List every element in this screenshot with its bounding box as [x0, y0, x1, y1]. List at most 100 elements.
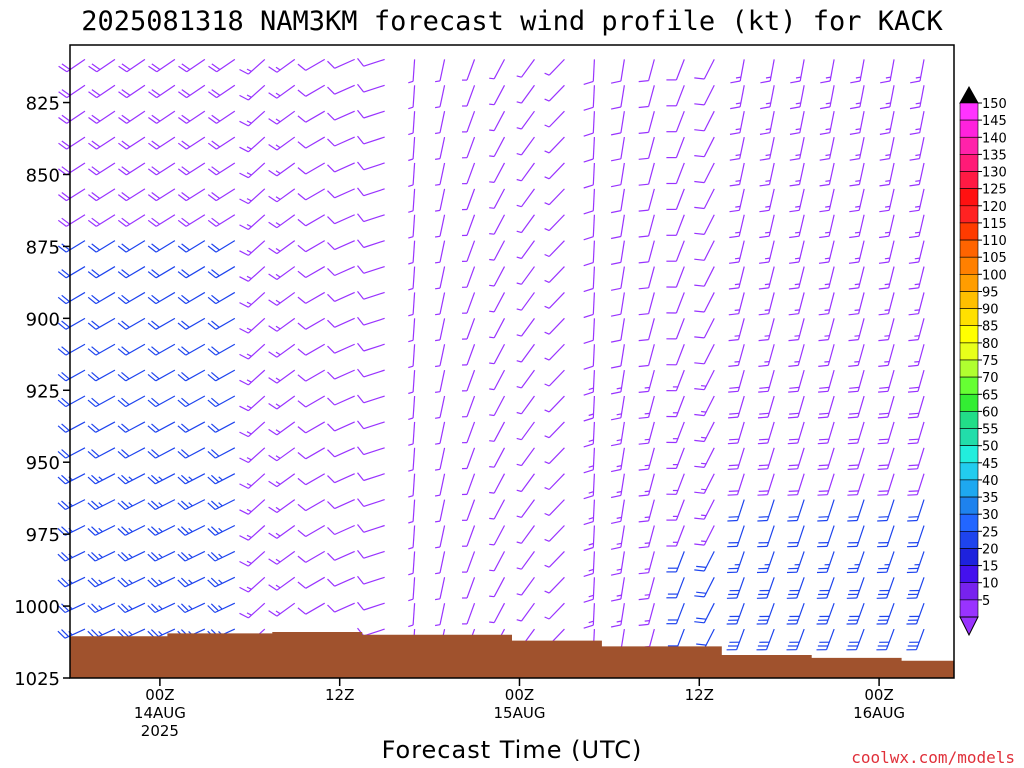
- wind-barb-staff: [94, 602, 116, 614]
- wind-barb-staff: [466, 59, 476, 81]
- colorbar-label: 10: [982, 577, 999, 592]
- wind-barb-flag: [61, 577, 70, 586]
- wind-barb-staff: [703, 214, 715, 235]
- wind-barb-flag: [177, 271, 187, 279]
- wind-barb-staff: [827, 421, 835, 444]
- wind-barb-staff: [917, 421, 925, 444]
- colorbar-swatch: [959, 393, 979, 412]
- wind-barb-flag: [151, 166, 161, 174]
- wind-barb-half-flag: [408, 262, 414, 265]
- wind-barb-staff: [769, 136, 775, 159]
- wind-barb: [489, 214, 506, 235]
- wind-barb-flag: [879, 132, 890, 135]
- wind-barb: [461, 318, 476, 340]
- wind-barb-flag: [91, 269, 100, 277]
- wind-barb-flag: [57, 296, 67, 305]
- wind-barb-staff: [247, 369, 266, 386]
- wind-barb-flag: [638, 80, 649, 83]
- wind-barb-staff: [592, 395, 596, 419]
- wind-barb-staff: [66, 188, 86, 202]
- wind-barb-flag: [727, 494, 738, 496]
- wind-barb-staff: [126, 162, 146, 176]
- wind-barb-flag: [207, 450, 216, 459]
- wind-barb: [638, 85, 655, 109]
- wind-barb-flag: [789, 235, 800, 239]
- wind-barb: [408, 318, 416, 343]
- wind-barb: [327, 188, 355, 199]
- wind-barb-flag: [211, 423, 220, 431]
- wind-barb-flag: [788, 390, 799, 393]
- wind-barb-flag: [211, 63, 221, 71]
- wind-barb-flag: [91, 474, 100, 483]
- wind-barb-flag: [268, 118, 278, 125]
- wind-barb: [268, 473, 296, 488]
- wind-barb: [728, 395, 745, 419]
- wind-barb-staff: [466, 369, 476, 392]
- wind-barb-flag: [181, 423, 190, 431]
- wind-barb-half-flag: [489, 517, 495, 520]
- wind-barb-half-flag: [275, 429, 281, 434]
- wind-barb: [756, 628, 775, 651]
- wind-barb: [87, 421, 116, 433]
- wind-barb-staff: [859, 111, 865, 133]
- wind-barb-half-flag: [246, 586, 252, 590]
- wind-barb-staff: [827, 395, 835, 418]
- wind-barb: [207, 602, 236, 614]
- wind-barb: [789, 188, 805, 213]
- wind-barb-flag: [121, 526, 130, 534]
- wind-barb-staff: [548, 369, 565, 387]
- wind-barb-staff: [799, 59, 805, 82]
- wind-barb-staff: [521, 525, 535, 544]
- wind-barb-half-flag: [516, 256, 522, 260]
- colorbar-label: 125: [982, 183, 1007, 198]
- wind-barb-flag: [57, 219, 67, 227]
- wind-barb: [435, 447, 446, 471]
- wind-barb-flag: [148, 117, 157, 124]
- wind-barb: [909, 136, 925, 161]
- wind-barb-half-flag: [275, 66, 281, 71]
- wind-barb: [728, 266, 745, 290]
- wind-barb: [819, 214, 835, 239]
- wind-barb-flag: [357, 550, 365, 559]
- wind-barb-staff: [887, 318, 895, 340]
- wind-barb-flag: [211, 114, 221, 122]
- wind-barb-flag: [177, 373, 186, 382]
- wind-barb-staff: [648, 240, 655, 263]
- wind-barb-flag: [61, 166, 71, 174]
- wind-barb: [787, 525, 805, 548]
- wind-barb-staff: [648, 214, 655, 237]
- wind-barb: [489, 369, 506, 391]
- wind-barb-staff: [154, 576, 176, 588]
- wind-barb: [297, 266, 326, 279]
- wind-barb-half-flag: [544, 512, 550, 516]
- wind-barb-flag: [91, 140, 101, 148]
- wind-barb-staff: [125, 395, 146, 408]
- colorbar-swatch: [959, 428, 979, 446]
- wind-barb: [117, 395, 146, 408]
- wind-barb-staff: [826, 499, 835, 521]
- wind-barb-flag: [207, 168, 217, 176]
- wind-barb-half-flag: [408, 132, 414, 136]
- colorbar-swatch: [959, 496, 979, 515]
- wind-barb-staff: [64, 550, 86, 562]
- wind-barb-staff: [185, 343, 206, 356]
- wind-barb-flag: [151, 114, 161, 122]
- wind-barb: [239, 291, 266, 308]
- wind-barb: [666, 85, 685, 107]
- wind-barb: [148, 136, 176, 150]
- wind-barb-flag: [849, 209, 860, 213]
- wind-barb-flag: [178, 91, 187, 99]
- wind-barb-staff: [65, 447, 86, 459]
- colorbar-swatch: [959, 513, 979, 532]
- wind-barb-flag: [210, 577, 220, 586]
- wind-barb-flag: [907, 442, 918, 445]
- wind-barb: [489, 110, 506, 132]
- wind-barb-staff: [620, 344, 625, 367]
- wind-barb-half-flag: [98, 553, 103, 558]
- wind-barb-flag: [121, 371, 130, 380]
- wind-barb: [489, 447, 506, 468]
- wind-barb-staff: [548, 317, 565, 335]
- wind-barb-flag: [817, 468, 828, 470]
- wind-barb-half-flag: [825, 154, 831, 157]
- wind-barb-staff: [363, 265, 385, 274]
